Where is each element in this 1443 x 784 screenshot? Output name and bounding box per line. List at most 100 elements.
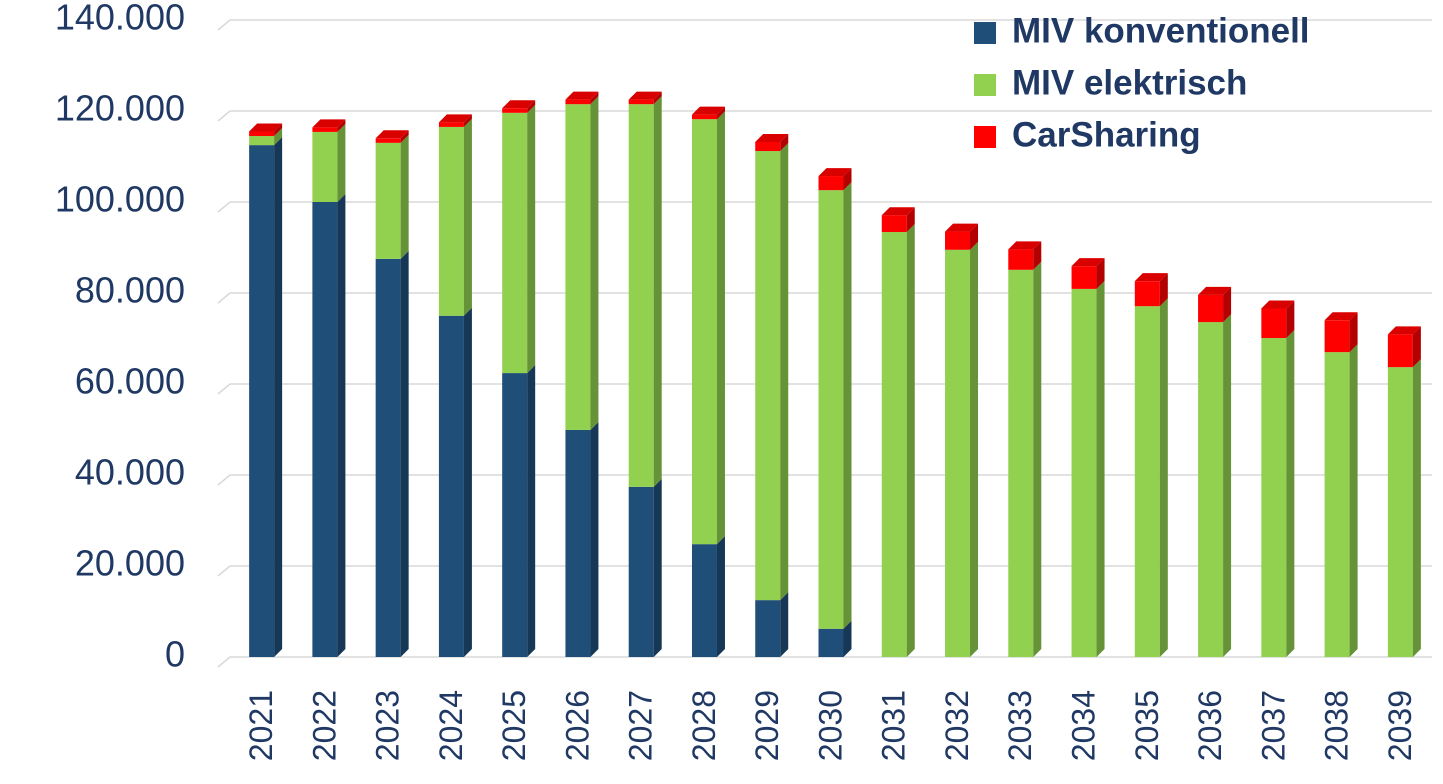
bar-side [590, 421, 599, 657]
legend-swatch [974, 74, 996, 96]
x-tick-label: 2021 [243, 690, 279, 761]
bar-side [780, 143, 789, 601]
y-tick-label: 40.000 [75, 452, 185, 493]
bar-side [1223, 314, 1232, 657]
bar-top [565, 91, 599, 100]
bar-side [337, 194, 346, 657]
bar-top [881, 207, 915, 216]
bar-segment [1261, 338, 1287, 657]
bar-top [1261, 300, 1295, 309]
bar-side [1033, 261, 1042, 657]
bar-segment [755, 600, 781, 657]
bar-segment [1198, 294, 1224, 323]
bar-side [274, 137, 283, 657]
bar-segment [628, 486, 654, 657]
bar-side [527, 100, 536, 113]
legend-label: MIV konventionell [1012, 11, 1310, 50]
grid-line-depth [217, 383, 231, 395]
legend-swatch [974, 22, 996, 44]
bar-side [1159, 273, 1168, 307]
bar-segment [628, 104, 654, 487]
legend-label: MIV elektrisch [1012, 63, 1247, 102]
bar-side [1286, 330, 1295, 657]
bar-segment [438, 315, 464, 657]
bar-side [1286, 300, 1295, 339]
legend-swatch [974, 126, 996, 148]
bar-side [1412, 359, 1421, 657]
bar-segment [691, 544, 717, 657]
grid-line-depth [217, 201, 231, 213]
bar-side [400, 130, 409, 143]
bar-segment [502, 108, 528, 113]
x-tick-label: 2025 [496, 690, 532, 761]
bar-side [1349, 344, 1358, 657]
bar-side [274, 128, 283, 146]
bar-side [274, 123, 283, 137]
bar-segment [1387, 334, 1413, 368]
bar-side [1159, 298, 1168, 657]
legend: MIV konventionell MIV elektrisch CarSharin… [974, 11, 1310, 154]
bar-segment [818, 190, 844, 629]
y-tick-label: 60.000 [75, 361, 185, 402]
bar-segment [375, 258, 401, 657]
bar-side [1223, 286, 1232, 323]
bar-segment [691, 114, 717, 120]
bar-side [843, 620, 852, 657]
bar-segment [818, 628, 844, 657]
bar-segment [1387, 367, 1413, 657]
bar-side [1412, 326, 1421, 368]
bar-segment [249, 136, 275, 146]
bar-segment [1324, 320, 1350, 353]
x-tick-label: 2037 [1255, 690, 1291, 761]
x-tick-label: 2039 [1382, 690, 1418, 761]
bar-segment [1008, 269, 1034, 657]
bar-segment [1071, 266, 1097, 289]
bar-top [818, 168, 852, 177]
bar-side [1096, 258, 1105, 289]
bar-side [780, 592, 789, 657]
x-tick-label: 2022 [306, 690, 342, 761]
grid-line-depth [217, 19, 231, 31]
x-tick-label: 2028 [686, 690, 722, 761]
bar-top [1008, 241, 1042, 250]
bar-segment [1324, 352, 1350, 657]
x-tick-label: 2034 [1066, 690, 1102, 761]
bar-side [400, 250, 409, 657]
bar-segment [1198, 322, 1224, 657]
bar-top [1134, 273, 1168, 282]
grid-line-depth [217, 110, 231, 122]
bar-side [527, 104, 536, 374]
bar-segment [312, 202, 338, 657]
x-tick-label: 2027 [623, 690, 659, 761]
bar-segment [438, 122, 464, 127]
y-tick-label: 140.000 [55, 0, 185, 38]
bar-side [653, 478, 662, 657]
bar-top [1071, 258, 1105, 267]
x-tick-label: 2033 [1002, 690, 1038, 761]
bar-top [312, 119, 346, 128]
bar-top [1198, 286, 1232, 295]
x-tick-label: 2030 [812, 690, 848, 761]
x-tick-label: 2024 [433, 690, 469, 761]
bar-segment [375, 138, 401, 143]
bar-segment [755, 141, 781, 152]
bar-top [755, 133, 789, 142]
bar-segment [945, 249, 971, 657]
bar-segment [565, 99, 591, 105]
bar-segment [1071, 288, 1097, 657]
bar-top [249, 123, 283, 132]
bar-side [653, 91, 662, 105]
bar-segment [1261, 308, 1287, 339]
x-tick-label: 2036 [1192, 690, 1228, 761]
bar-top [375, 130, 409, 139]
bar-segment [502, 112, 528, 374]
bar-side [463, 114, 472, 127]
bar-segment [438, 126, 464, 316]
bar-side [843, 182, 852, 629]
bar-side [590, 96, 599, 430]
x-tick-label: 2038 [1319, 690, 1355, 761]
y-tick-label: 100.000 [55, 179, 185, 220]
bar-side [970, 223, 979, 250]
bar-side [970, 241, 979, 657]
